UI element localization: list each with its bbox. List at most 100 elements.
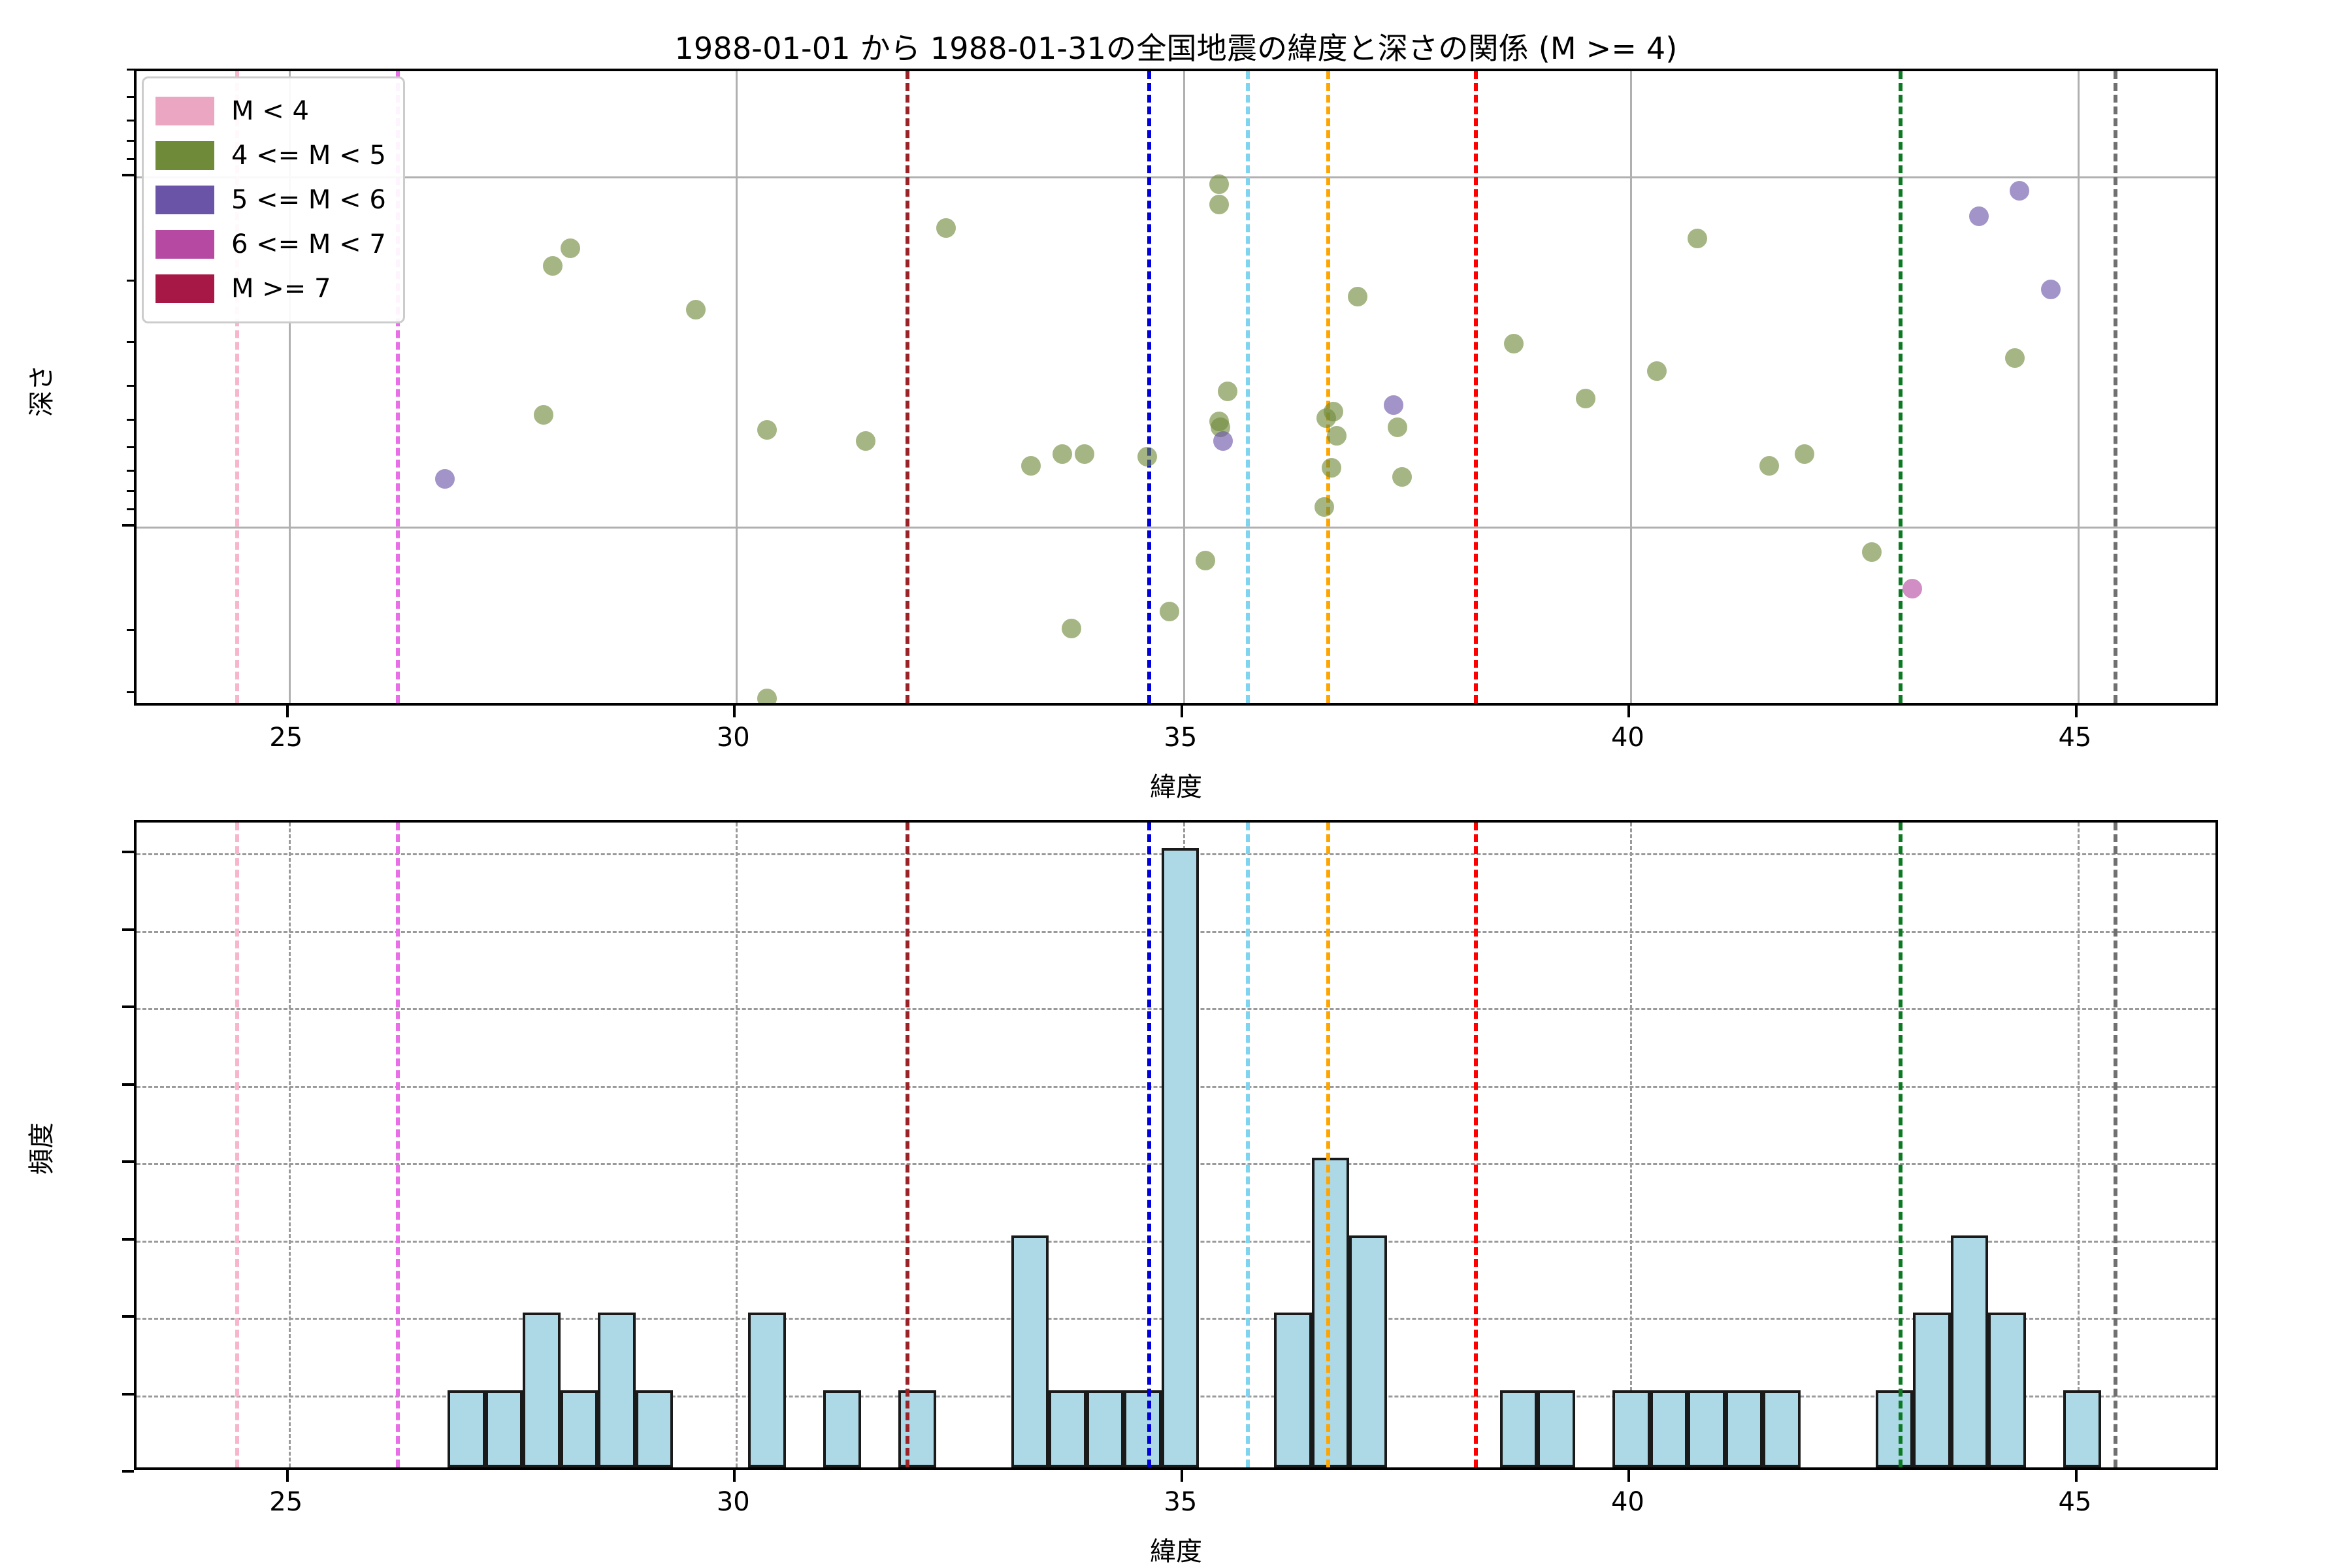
legend-item-3[interactable]: 6 <= M < 7 — [155, 222, 386, 267]
scatter-point — [1075, 444, 1095, 464]
scatter-ytick-minor — [127, 490, 134, 493]
figure-title: 1988-01-01 から 1988-01-31の全国地震の緯度と深さの関係 (… — [674, 31, 1678, 66]
histogram-bar — [1499, 1390, 1537, 1467]
scatter-ytick-minor — [127, 140, 134, 142]
scatter-ytick-minor — [127, 446, 134, 449]
histogram-bar — [1725, 1390, 1763, 1467]
hist-gridline-v — [1630, 823, 1633, 1467]
scatter-ref-line-pink — [235, 71, 239, 703]
scatter-ytick-minor — [127, 384, 134, 387]
scatter-ytick-minor — [127, 340, 134, 343]
hist-yaxis-title: 頻度 — [27, 1122, 57, 1175]
histogram-bar — [1988, 1313, 2026, 1467]
histogram-bar — [1650, 1390, 1688, 1467]
scatter-ytick — [122, 174, 134, 177]
scatter-point — [1388, 417, 1408, 437]
hist-xtick — [2074, 1470, 2078, 1482]
scatter-ytick-minor — [127, 508, 134, 510]
legend-label: 5 <= M < 6 — [231, 185, 386, 215]
scatter-ytick-minor — [127, 691, 134, 693]
hist-gridline-v — [2077, 823, 2080, 1467]
histogram-bar — [1274, 1313, 1312, 1467]
legend-item-0[interactable]: M < 4 — [155, 89, 386, 133]
hist-xtick — [286, 1470, 289, 1482]
scatter-point — [936, 218, 956, 238]
hist-xaxis-title: 緯度 — [1150, 1537, 1202, 1567]
scatter-point — [1327, 426, 1347, 446]
scatter-ref-line-green — [1899, 71, 1903, 703]
scatter-point — [1795, 444, 1815, 464]
hist-ytick — [122, 1005, 134, 1009]
scatter-point — [1862, 542, 1882, 562]
scatter-point — [1213, 431, 1233, 451]
scatter-xtick-label: 45 — [2058, 723, 2092, 753]
hist-ytick — [122, 928, 134, 931]
legend-item-2[interactable]: 5 <= M < 6 — [155, 178, 386, 222]
scatter-ytick-minor — [127, 96, 134, 99]
hist-ref-line-blue — [1147, 823, 1152, 1467]
hist-ref-line-cyan — [1245, 823, 1250, 1467]
scatter-point — [1315, 497, 1335, 517]
legend-swatch — [155, 141, 214, 170]
legend-item-1[interactable]: 4 <= M < 5 — [155, 133, 386, 178]
scatter-yaxis-title: 深さ — [27, 364, 57, 417]
scatter-xtick-label: 30 — [716, 723, 750, 753]
scatter-point — [1759, 455, 1779, 476]
hist-ytick — [122, 851, 134, 854]
scatter-point — [1160, 602, 1180, 622]
histogram-bar — [523, 1313, 561, 1467]
histogram-bar — [448, 1390, 485, 1467]
histogram-bar — [1950, 1235, 1989, 1467]
hist-ytick — [122, 1470, 134, 1473]
histogram-bar — [635, 1390, 674, 1467]
hist-ref-line-gray — [2113, 823, 2117, 1467]
scatter-ytick-minor — [127, 629, 134, 632]
scatter-gridline-v — [2077, 71, 2080, 703]
scatter-ref-line-red — [1473, 71, 1478, 703]
scatter-point — [2040, 279, 2061, 299]
legend-swatch — [155, 186, 214, 214]
hist-ytick — [122, 1160, 134, 1164]
hist-gridline-v — [288, 823, 291, 1467]
hist-xtick — [1627, 1470, 1631, 1482]
scatter-point — [855, 431, 875, 451]
scatter-point — [1053, 444, 1073, 464]
legend-swatch — [155, 274, 214, 303]
scatter-ytick — [122, 524, 134, 527]
scatter-point — [1209, 194, 1229, 214]
histogram-bar — [1688, 1390, 1725, 1467]
hist-ref-line-pink — [235, 823, 239, 1467]
scatter-point — [1504, 333, 1524, 353]
hist-xtick-label: 45 — [2058, 1487, 2092, 1517]
histogram-bar — [1161, 848, 1200, 1467]
histogram-bar — [1763, 1390, 1801, 1467]
histogram-bar — [823, 1390, 861, 1467]
hist-ytick — [122, 1315, 134, 1318]
hist-ytick — [122, 1083, 134, 1086]
scatter-point — [561, 238, 580, 258]
hist-ytick — [122, 1237, 134, 1241]
scatter-ref-line-blue — [1147, 71, 1152, 703]
magnitude-legend: M < 4 4 <= M < 5 5 <= M < 6 6 <= M < 7 M >= … — [142, 76, 405, 323]
hist-xtick-label: 35 — [1164, 1487, 1198, 1517]
scatter-point — [1021, 455, 1041, 476]
scatter-point — [685, 300, 706, 320]
hist-ytick — [122, 1392, 134, 1396]
scatter-xtick-label: 25 — [269, 723, 303, 753]
scatter-ytick-minor — [127, 69, 134, 71]
scatter-ytick-minor — [127, 279, 134, 282]
scatter-ref-line-gray — [2113, 71, 2117, 703]
histogram-bar — [1875, 1390, 1914, 1467]
scatter-xtick — [1627, 706, 1631, 717]
scatter-gridline-v — [1630, 71, 1633, 703]
legend-item-4[interactable]: M >= 7 — [155, 267, 386, 311]
scatter-point — [1209, 174, 1229, 194]
hist-ref-line-darkred — [906, 823, 910, 1467]
hist-ref-line-green — [1899, 823, 1903, 1467]
histogram-bar — [485, 1390, 523, 1467]
scatter-point — [1347, 286, 1367, 306]
scatter-xtick — [1180, 706, 1183, 717]
scatter-point — [2005, 348, 2025, 368]
histogram-bar — [898, 1390, 936, 1467]
